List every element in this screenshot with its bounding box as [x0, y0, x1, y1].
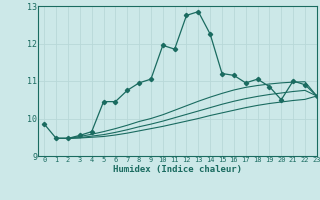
X-axis label: Humidex (Indice chaleur): Humidex (Indice chaleur)	[113, 165, 242, 174]
